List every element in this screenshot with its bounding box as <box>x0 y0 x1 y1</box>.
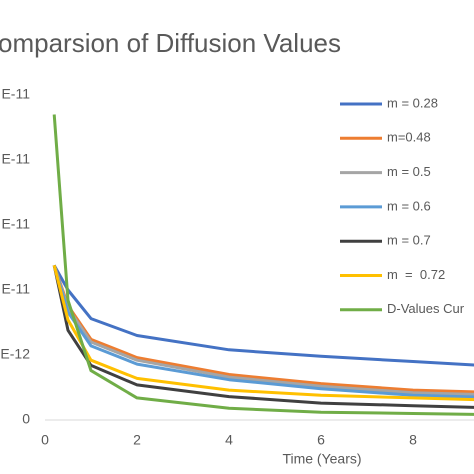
legend-label: m = 0.7 <box>387 233 431 248</box>
x-tick-label: 4 <box>225 432 233 448</box>
x-tick-label: 6 <box>317 432 325 448</box>
series-line <box>52 114 474 416</box>
series-line <box>52 264 474 367</box>
x-axis-label: Time (Years) <box>282 451 361 467</box>
legend-label: m = 0.72 <box>387 267 445 282</box>
y-tick-label: E-11 <box>1 281 30 297</box>
y-tick-label: E-11 <box>1 151 30 167</box>
x-tick-label: 8 <box>409 432 417 448</box>
x-tick-label: 2 <box>133 432 141 448</box>
x-tick-label: 0 <box>41 432 49 448</box>
legend-label: m = 0.28 <box>387 95 438 110</box>
legend-label: m = 0.6 <box>387 198 431 213</box>
legend-label: D-Values Cur <box>387 301 465 316</box>
legend-label: m=0.48 <box>387 130 431 145</box>
series-line <box>52 264 474 399</box>
series-line <box>52 264 474 402</box>
chart-title: omparsion of Diffusion Values <box>0 28 341 58</box>
y-tick-label: E-12 <box>0 346 30 362</box>
legend-label: m = 0.5 <box>387 164 431 179</box>
y-tick-label: E-11 <box>1 86 30 102</box>
y-tick-label: 0 <box>22 411 30 427</box>
series-line <box>52 264 474 409</box>
y-tick-label: E-11 <box>1 216 30 232</box>
